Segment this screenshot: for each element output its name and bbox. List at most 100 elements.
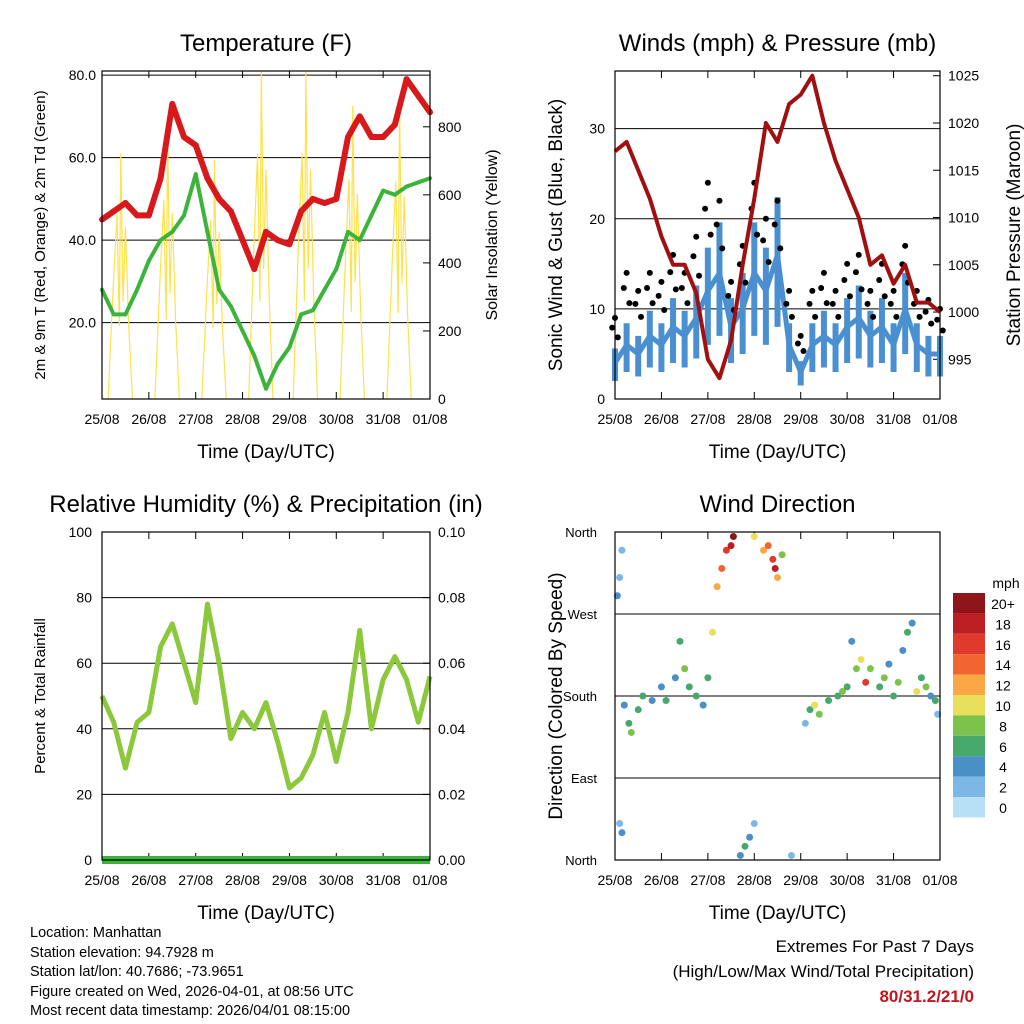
temperature-point (181, 134, 187, 141)
x-tick-label: 29/08 (783, 872, 818, 888)
gust-point (771, 221, 778, 228)
chart-title-1: Winds (mph) & Pressure (mb) (619, 30, 936, 57)
wind-direction-point (662, 697, 670, 705)
x-tick-label: 28/08 (737, 411, 772, 427)
y-right-tick-label: 1000 (948, 304, 979, 320)
gust-point (934, 316, 941, 323)
y-right-tick-label: 0.00 (438, 852, 465, 868)
x-tick-label: 27/08 (690, 411, 725, 427)
wind-direction-point (676, 637, 684, 645)
x-axis-label-0: Time (Day/UTC) (197, 442, 335, 463)
x-tick-label: 25/08 (84, 411, 119, 427)
wind-direction-point (741, 842, 749, 850)
wind-direction-point (876, 683, 884, 691)
temperature-point (274, 237, 281, 244)
gust-point (922, 308, 929, 315)
dewpoint-point (217, 287, 222, 292)
x-tick-label: 01/08 (412, 872, 447, 888)
gust-point (844, 260, 851, 267)
gust-point (707, 231, 714, 238)
temperature-point (380, 134, 387, 141)
wind-direction-point (627, 728, 635, 736)
wind-direction-point (922, 683, 930, 691)
gust-point (667, 269, 674, 276)
wind-direction-point (806, 706, 814, 714)
wind-direction-point (760, 546, 768, 554)
wind-direction-point (729, 533, 737, 541)
wind-direction-point (834, 692, 842, 700)
wind-direction-point (699, 701, 707, 709)
gust-point (754, 231, 761, 238)
dewpoint-point (158, 238, 163, 243)
temperature-point (192, 142, 199, 149)
gust-point (846, 293, 853, 300)
y-right-tick-label: 0 (438, 391, 446, 407)
legend-label: 18 (995, 616, 1011, 632)
legend-label: 2 (999, 780, 1007, 796)
temperature-point (321, 200, 328, 207)
gust-point (760, 237, 767, 244)
wind-direction-point (718, 564, 726, 572)
dewpoint-point (205, 229, 210, 234)
dewpoint-point (182, 213, 186, 218)
dewpoint-point (404, 184, 409, 189)
gust-point (928, 320, 935, 327)
gust-point (870, 313, 877, 320)
gust-point (902, 242, 909, 249)
y-tick-label: 80 (76, 590, 92, 606)
gust-point (939, 327, 946, 334)
x-tick-label: 28/08 (737, 872, 772, 888)
location: Location: Manhattan (30, 925, 162, 941)
dewpoint-point (111, 312, 116, 317)
gust-point (887, 300, 894, 307)
y-tick-label: North (565, 853, 597, 868)
y-right-tick-label: 1010 (948, 210, 979, 226)
gust-point (818, 284, 825, 291)
wind-direction-point (648, 697, 656, 705)
legend-swatch (953, 776, 985, 797)
wind-direction-point (692, 692, 700, 700)
temperature-point (204, 175, 211, 182)
x-tick-label: 31/08 (366, 872, 401, 888)
gust-point (661, 306, 668, 313)
legend-label: 6 (999, 739, 1007, 755)
x-tick-label: 01/08 (922, 872, 957, 888)
y-right-tick-label: 995 (948, 351, 972, 367)
y-tick-label: 20.0 (69, 315, 96, 331)
wind-direction-point (736, 851, 744, 859)
wind-direction-point (750, 533, 758, 541)
figure-created: Figure created on Wed, 2026-04-01, at 08… (30, 983, 354, 1000)
wind-direction-point (913, 687, 921, 695)
legend-label: 12 (995, 678, 1011, 694)
legend-swatch (953, 797, 985, 818)
y-tick-label: 100 (69, 524, 93, 540)
temperature-point (333, 195, 340, 202)
gust-point (655, 292, 662, 299)
temperature-point (415, 92, 422, 99)
gust-point (649, 300, 656, 307)
dewpoint-point (392, 192, 397, 197)
y-tick-label: 20 (76, 786, 92, 802)
x-tick-label: 30/08 (830, 411, 865, 427)
legend-swatch (953, 654, 985, 675)
gust-point (638, 313, 644, 320)
gust-point (820, 269, 827, 276)
plot-frame (614, 531, 941, 861)
dewpoint-point (228, 304, 233, 309)
dewpoint-point (369, 213, 374, 218)
wind-direction-point (618, 829, 626, 837)
dewpoint-point (287, 345, 292, 350)
wind-direction-point (917, 674, 925, 682)
y-right-tick-label: 600 (438, 187, 462, 203)
wind-direction-point (750, 820, 758, 828)
legend-swatch (953, 735, 985, 757)
gust-point (742, 279, 749, 286)
y-axis-label-1: Sonic Wind & Gust (Blue, Black) (546, 99, 567, 371)
y-tick-label: 0 (597, 391, 605, 407)
wind-direction-point (778, 551, 786, 559)
gust-point (696, 272, 703, 279)
y-right-tick-label: 0.02 (438, 786, 465, 802)
legend-label: 10 (995, 698, 1011, 714)
gust-point (832, 287, 839, 294)
gust-point (797, 332, 804, 339)
